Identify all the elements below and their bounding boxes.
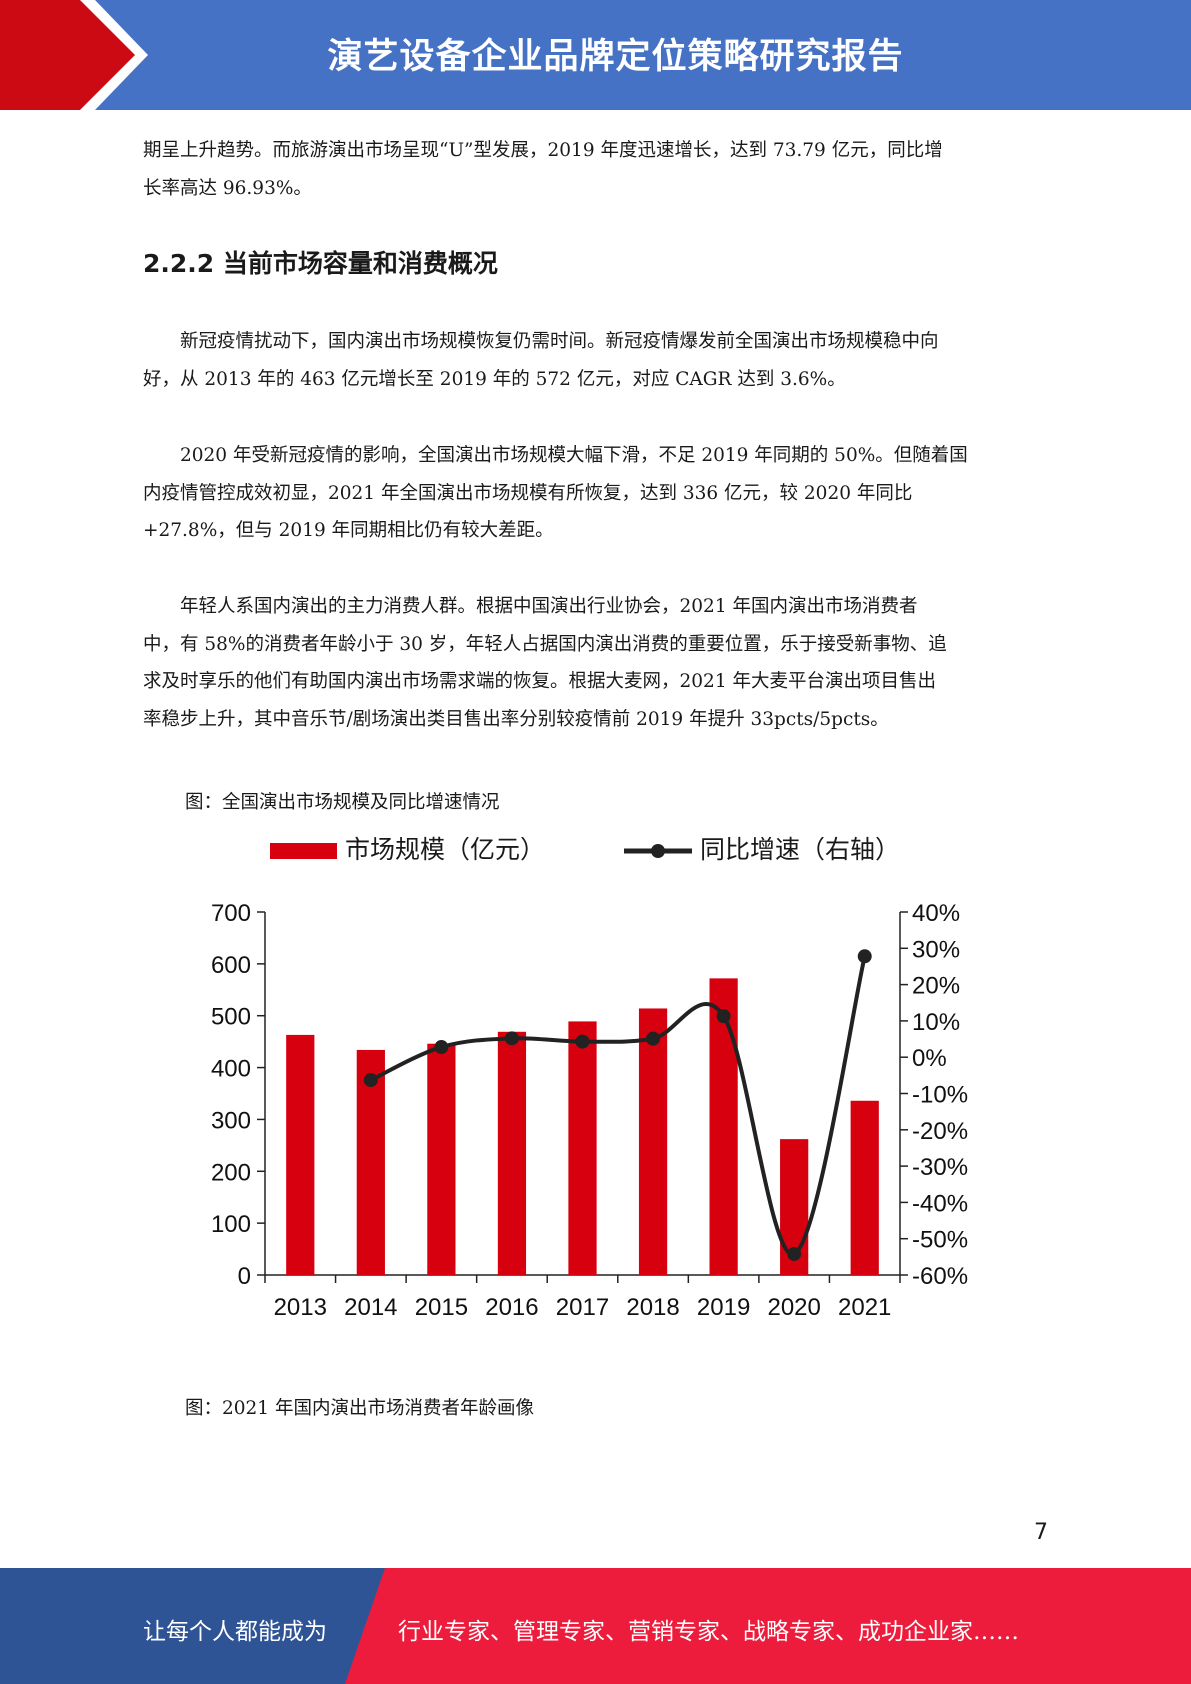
right-y-tick-label: 0% <box>912 1045 947 1072</box>
right-y-tick-label: -40% <box>912 1190 968 1217</box>
document-title: 演艺设备企业品牌定位策略研究报告 <box>327 37 904 77</box>
growth-rate-point <box>504 1031 519 1046</box>
right-y-tick-label: 10% <box>912 1009 960 1036</box>
x-tick-label: 2016 <box>485 1294 538 1321</box>
right-y-tick-label: 30% <box>912 936 960 963</box>
paragraph-1-line-1: 新冠疫情扰动下，国内演出市场规模恢复仍需时间。新冠疫情爆发前全国演出市场规模稳中… <box>143 331 939 352</box>
right-y-tick-label: 40% <box>912 900 960 927</box>
bar-2016 <box>497 1031 527 1275</box>
page-header: 演艺设备企业品牌定位策略研究报告 <box>0 0 1191 110</box>
paragraph-1-line-2: 好，从 2013 年的 463 亿元增长至 2019 年的 572 亿元，对应 … <box>143 368 846 390</box>
legend-bar-series: 市场规模（亿元） <box>270 830 545 866</box>
header-red-chevron <box>0 0 148 110</box>
paragraph-3-line-4: 率稳步上升，其中音乐节/剧场演出类目售出率分别较疫情前 2019 年提升 33p… <box>143 708 889 730</box>
x-tick-label: 2013 <box>274 1294 327 1321</box>
right-y-tick-label: -50% <box>912 1227 968 1254</box>
footer-slogan-left: 让每个人都能成为 <box>143 1619 327 1645</box>
x-tick-label: 2019 <box>697 1294 750 1321</box>
x-tick-label: 2020 <box>767 1294 820 1321</box>
section-heading: 2.2.2 当前市场容量和消费概况 <box>143 249 498 278</box>
paragraph-2-line-1: 2020 年受新冠疫情的影响，全国演出市场规模大幅下滑，不足 2019 年同期的… <box>143 445 968 466</box>
page-footer <box>0 1568 1191 1684</box>
right-y-tick-label: -20% <box>912 1118 968 1145</box>
x-tick-label: 2015 <box>415 1294 468 1321</box>
growth-rate-point <box>787 1246 802 1261</box>
paragraph-3-line-2: 中，有 58%的消费者年龄小于 30 岁，年轻人占据国内演出消费的重要位置，乐于… <box>143 633 947 655</box>
legend-line-swatch <box>624 844 692 858</box>
paragraph-2-line-3: +27.8%，但与 2019 年同期相比仍有较大差距。 <box>143 520 554 541</box>
growth-rate-point <box>857 949 872 964</box>
footer-slogan-right: 行业专家、管理专家、营销专家、战略专家、成功企业家…… <box>398 1619 1019 1645</box>
left-y-tick-label: 400 <box>211 1056 251 1083</box>
bar-2014 <box>356 1049 385 1275</box>
right-y-tick-label: -60% <box>912 1263 968 1290</box>
paragraph-3-line-1: 年轻人系国内演出的主力消费人群。根据中国演出行业协会，2021 年国内演出市场消… <box>143 596 918 617</box>
legend-bar-swatch <box>270 843 337 859</box>
paragraph-3-line-3: 求及时享乐的他们有助国内演出市场需求端的恢复。根据大麦网，2021 年大麦平台演… <box>143 671 936 692</box>
market-size-chart: 0 100 200 300 400 500 600 700 -60% -50% -40% -30% -2… <box>211 900 968 1321</box>
left-y-tick-label: 600 <box>211 952 251 979</box>
left-y-tick-label: 700 <box>211 900 251 927</box>
intro-line-1: 期呈上升趋势。而旅游演出市场呈现“U”型发展，2019 年度迅速增长，达到 73… <box>143 140 943 161</box>
bar-2013 <box>286 1034 315 1275</box>
paragraph-3: 年轻人系国内演出的主力消费人群。根据中国演出行业协会，2021 年国内演出市场消… <box>143 588 1043 738</box>
intro-paragraph: 期呈上升趋势。而旅游演出市场呈现“U”型发展，2019 年度迅速增长，达到 73… <box>143 132 1043 207</box>
paragraph-2: 2020 年受新冠疫情的影响，全国演出市场规模大幅下滑，不足 2019 年同期的… <box>143 437 1043 550</box>
legend-bar-label: 市场规模（亿元） <box>345 835 546 864</box>
right-y-tick-label: 20% <box>912 973 960 1000</box>
growth-rate-point <box>434 1040 449 1055</box>
page-number: 7 <box>1034 1520 1048 1545</box>
left-y-tick-label: 300 <box>211 1107 251 1134</box>
left-y-tick-label: 200 <box>211 1159 251 1186</box>
growth-rate-point <box>646 1031 661 1046</box>
figure-caption-2: 图：2021 年国内演出市场消费者年龄画像 <box>185 1398 534 1419</box>
growth-rate-point <box>363 1073 378 1088</box>
intro-line-2: 长率高达 96.93%。 <box>143 177 312 199</box>
left-y-tick-label: 100 <box>211 1211 251 1238</box>
left-y-tick-label: 0 <box>238 1263 251 1290</box>
growth-rate-line <box>369 955 867 1256</box>
bar-2017 <box>568 1021 597 1275</box>
legend-line-label: 同比增速（右轴） <box>700 835 901 864</box>
bar-2019 <box>709 978 738 1275</box>
figure-caption-1: 图：全国演出市场规模及同比增速情况 <box>185 792 500 813</box>
x-tick-label: 2017 <box>556 1294 609 1321</box>
bar-2021 <box>850 1100 879 1275</box>
growth-rate-point <box>575 1034 590 1049</box>
growth-rate-point <box>716 1009 731 1024</box>
bar-2015 <box>427 1043 456 1275</box>
x-tick-label: 2021 <box>838 1294 891 1321</box>
right-y-tick-label: -10% <box>912 1082 968 1109</box>
x-tick-label: 2018 <box>626 1294 679 1321</box>
right-y-tick-label: -30% <box>912 1154 968 1181</box>
paragraph-1: 新冠疫情扰动下，国内演出市场规模恢复仍需时间。新冠疫情爆发前全国演出市场规模稳中… <box>143 323 1043 398</box>
paragraph-2-line-2: 内疫情管控成效初显，2021 年全国演出市场规模有所恢复，达到 336 亿元，较… <box>143 482 913 504</box>
legend-line-series: 同比增速（右轴） <box>622 830 900 866</box>
x-tick-label: 2014 <box>344 1294 397 1321</box>
bar-2018 <box>638 1008 668 1275</box>
left-y-tick-label: 500 <box>211 1004 251 1031</box>
